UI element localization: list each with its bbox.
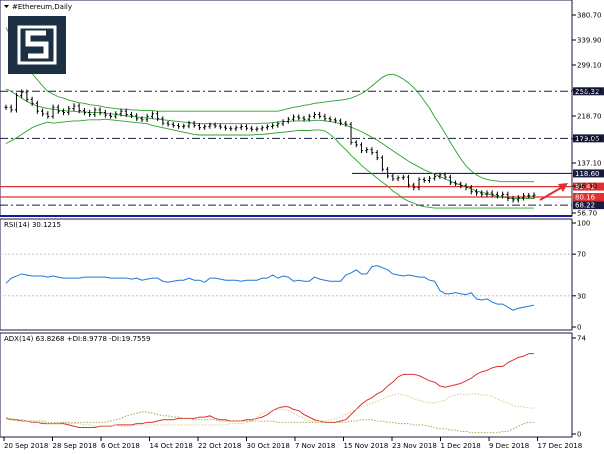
bollinger-middle-line <box>5 88 534 199</box>
rsi-panel <box>0 218 573 331</box>
rsi-tick-label: 100 <box>577 220 590 228</box>
price-level-tag <box>573 134 604 143</box>
x-tick-label: 28 Sep 2018 <box>53 442 97 450</box>
adx-tick-label: 74 <box>577 335 586 343</box>
price-level-tag-label: 68.22 <box>575 202 595 210</box>
price-tick-label: 96.30 <box>577 183 597 191</box>
price-level-tag <box>573 182 604 191</box>
bollinger-upper-line <box>5 27 534 183</box>
x-tick-label: 30 Oct 2018 <box>247 442 290 450</box>
brand-logo <box>8 16 66 74</box>
price-level-tag <box>573 201 604 210</box>
price-level-tag-label: 256.32 <box>575 88 600 96</box>
price-level-tag <box>573 169 604 178</box>
rsi-line <box>5 265 535 311</box>
forecast-arrow-icon <box>539 183 568 201</box>
x-tick-label: 20 Sep 2018 <box>4 442 48 450</box>
rsi-tick-label: 0 <box>577 324 581 332</box>
price-level-tag <box>573 87 604 96</box>
x-tick-label: 22 Oct 2018 <box>198 442 241 450</box>
x-tick-label: 14 Oct 2018 <box>150 442 193 450</box>
price-tick-label: 339.90 <box>577 37 602 45</box>
price-tick-label: 299.10 <box>577 62 602 70</box>
price-tick-label: 177.90 <box>577 136 602 144</box>
adx-series-line <box>5 353 534 429</box>
adx-panel-title: ADX(14) 63.8268 +DI:8.9778 -DI:19.7559 <box>4 335 150 343</box>
bollinger-lower-line <box>5 118 534 209</box>
price-tick-label: 258.30 <box>577 87 602 95</box>
adx-tick-label: 0 <box>577 431 581 439</box>
adx-panel <box>0 332 573 438</box>
x-tick-label: 1 Dec 2018 <box>441 442 481 450</box>
price-level-tag <box>573 193 604 202</box>
x-tick-label: 7 Nov 2018 <box>295 442 335 450</box>
price-tick-label: 380.70 <box>577 12 602 20</box>
x-tick-label: 6 Oct 2018 <box>101 442 140 450</box>
price-tick-label: 137.10 <box>577 160 602 168</box>
price-level-tag-label: 179.06 <box>575 135 600 143</box>
x-tick-label: 17 Dec 2018 <box>538 442 583 450</box>
adx-series-line <box>6 411 534 434</box>
price-tick-label: 56.70 <box>577 210 597 218</box>
price-tick-label: 218.70 <box>577 113 602 121</box>
x-tick-label: 23 Nov 2018 <box>392 442 437 450</box>
x-tick-label: 15 Nov 2018 <box>344 442 389 450</box>
rsi-panel-title: RSI(14) 30.1215 <box>4 221 61 229</box>
price-panel-title: #Ethereum,Daily <box>12 3 72 11</box>
price-level-tag-label: 80.16 <box>575 194 596 202</box>
x-tick-label: 9 Dec 2018 <box>489 442 529 450</box>
rsi-tick-label: 70 <box>577 251 586 259</box>
rsi-tick-label: 30 <box>577 292 586 300</box>
price-level-tag-label: 95.42 <box>575 183 595 191</box>
price-panel <box>0 0 573 217</box>
price-level-tag-label: 118.60 <box>575 170 600 178</box>
collapse-triangle-icon[interactable] <box>4 5 9 8</box>
